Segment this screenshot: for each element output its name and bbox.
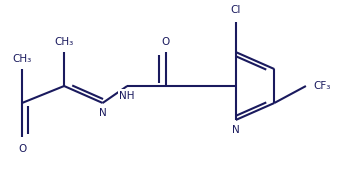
Text: NH: NH: [119, 91, 135, 101]
Text: CF₃: CF₃: [313, 81, 330, 91]
Text: O: O: [162, 37, 170, 47]
Text: CH₃: CH₃: [54, 37, 74, 47]
Text: CH₃: CH₃: [12, 54, 32, 64]
Text: O: O: [18, 144, 26, 154]
Text: N: N: [99, 108, 106, 118]
Text: Cl: Cl: [231, 5, 241, 15]
Text: N: N: [232, 125, 240, 135]
